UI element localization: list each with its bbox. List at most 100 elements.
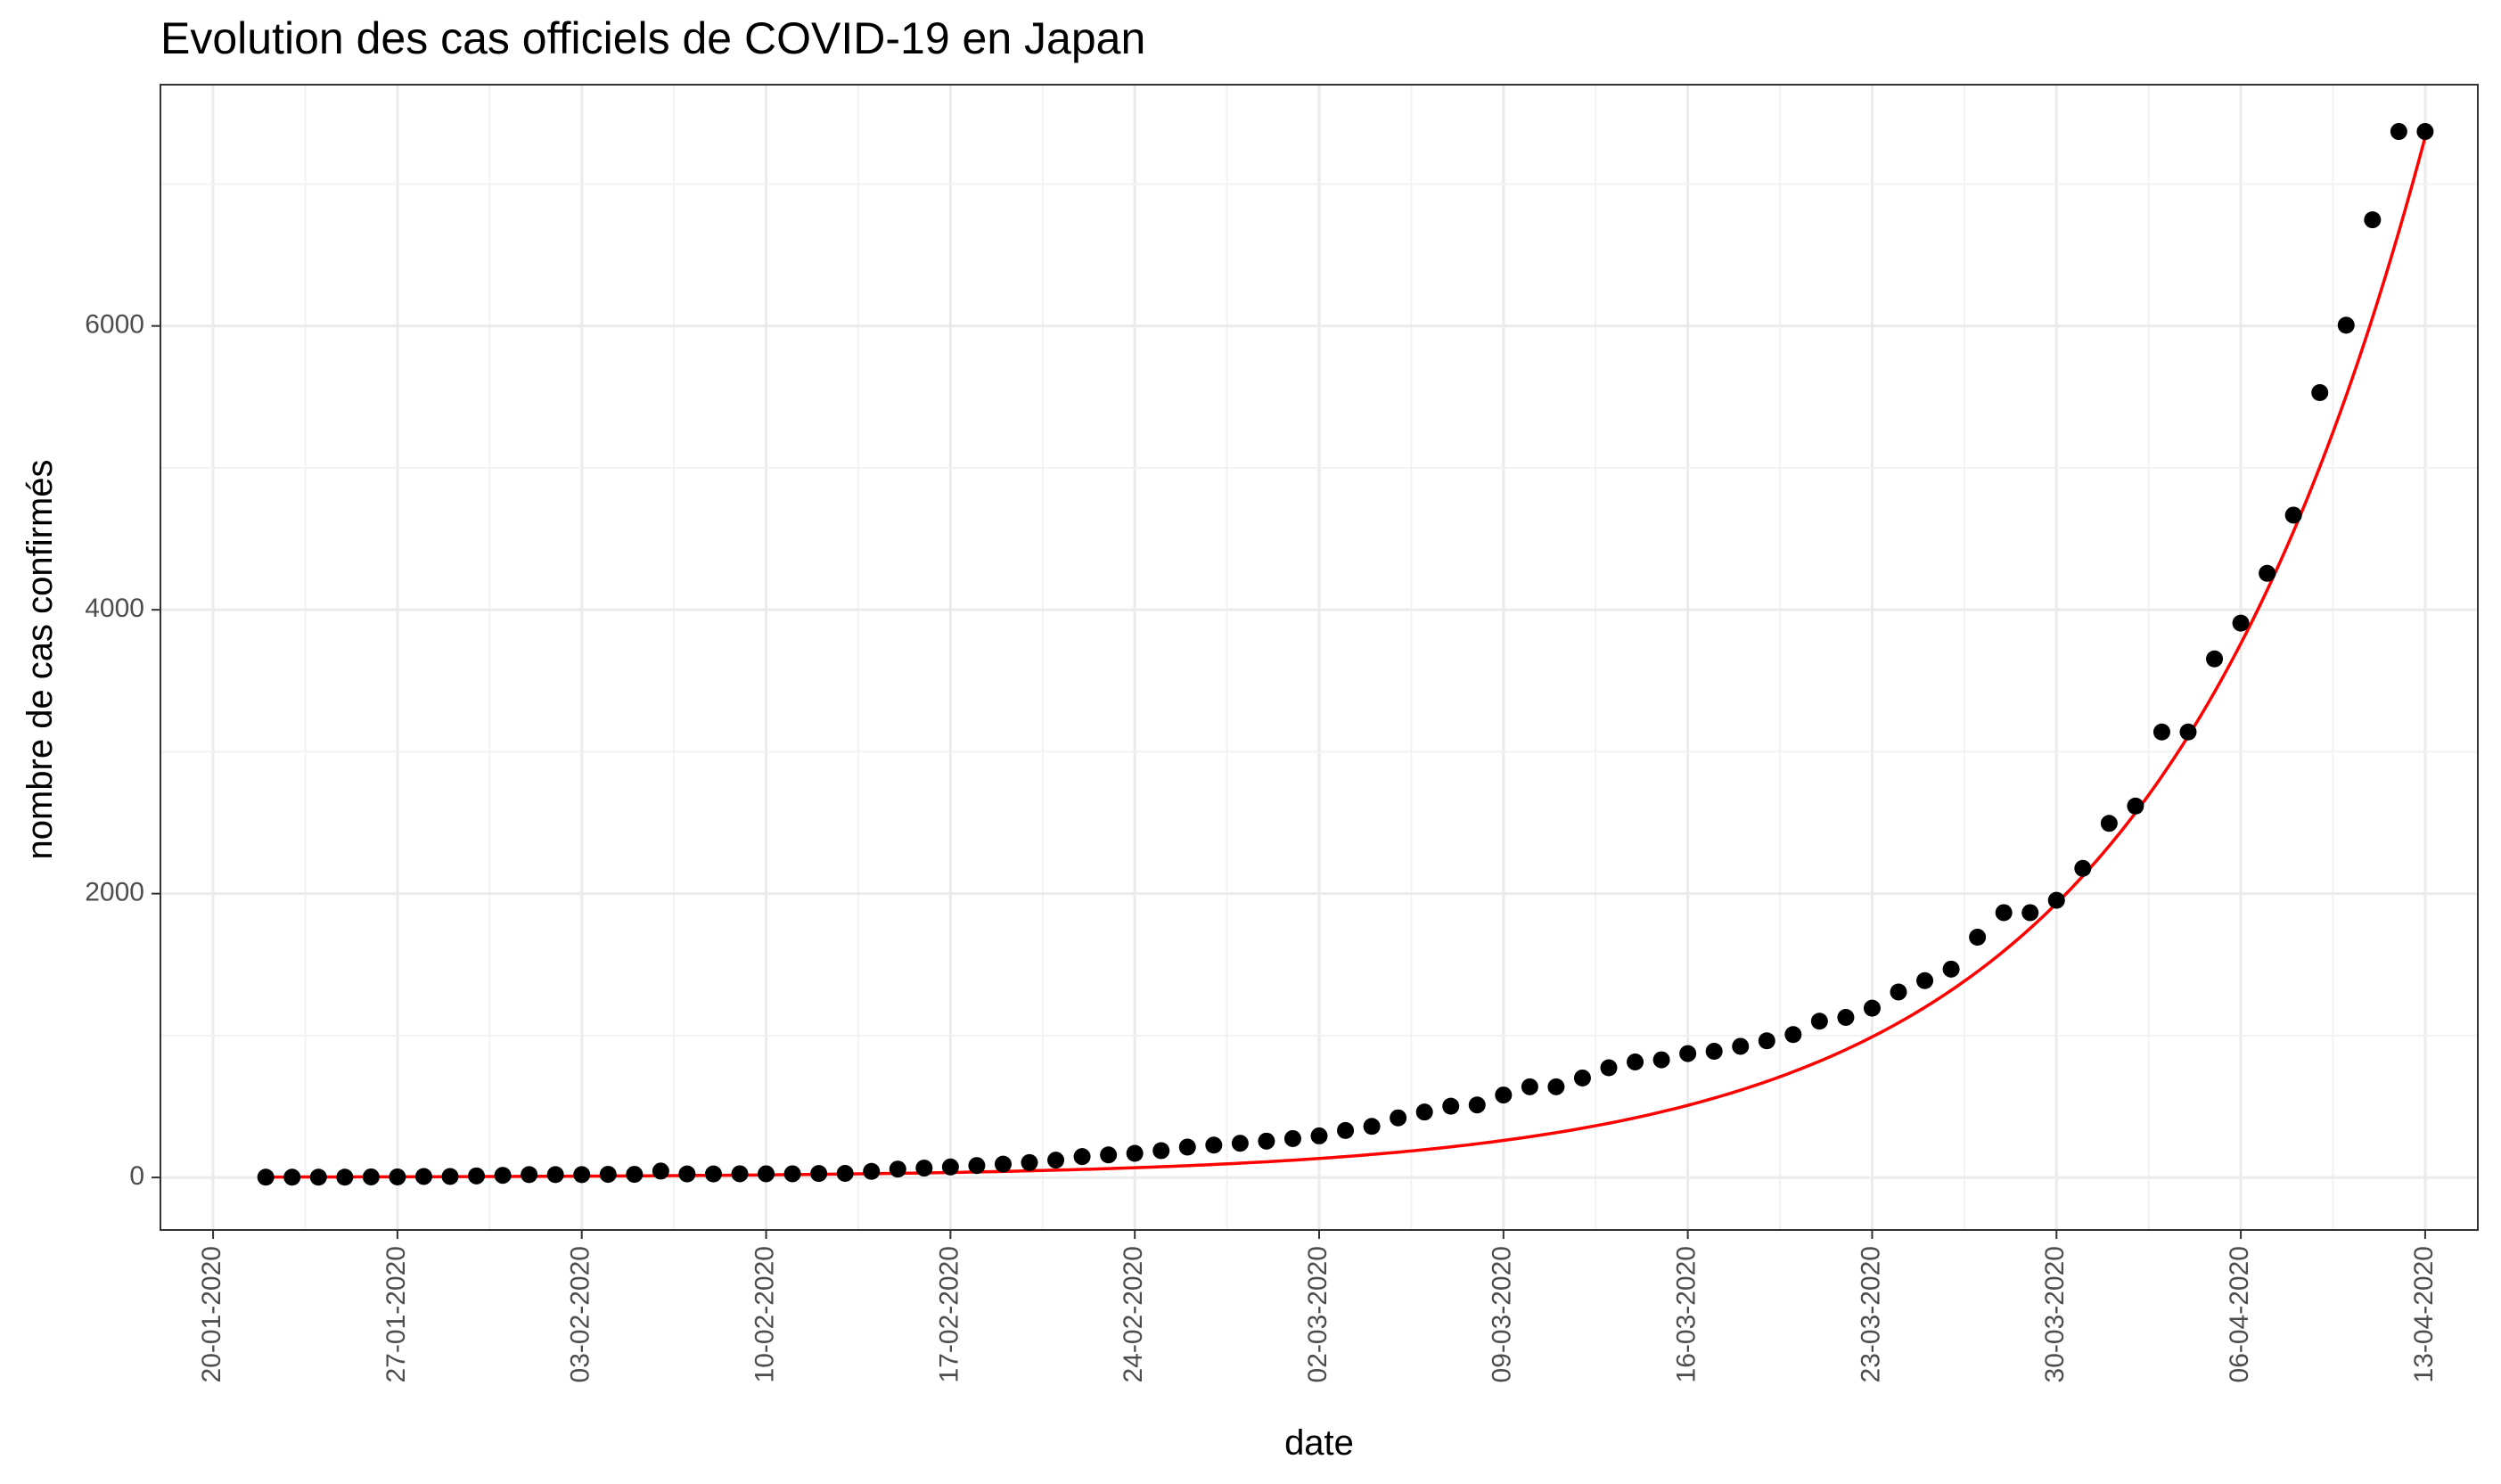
data-point bbox=[2152, 723, 2170, 741]
data-point bbox=[1784, 1026, 1802, 1044]
data-point bbox=[2259, 564, 2276, 582]
y-axis-title: nombre de cas confirmés bbox=[20, 459, 60, 859]
data-point bbox=[1100, 1146, 1118, 1164]
x-tick-label: 10-02-2020 bbox=[750, 1246, 779, 1382]
data-point bbox=[1390, 1109, 1407, 1127]
data-point bbox=[1495, 1086, 1513, 1104]
data-point bbox=[889, 1160, 906, 1178]
data-point bbox=[2127, 797, 2144, 815]
x-tick-label: 30-03-2020 bbox=[2040, 1246, 2070, 1382]
data-point bbox=[2074, 859, 2092, 877]
data-point bbox=[836, 1164, 854, 1182]
x-tick-label: 20-01-2020 bbox=[197, 1246, 226, 1382]
data-point bbox=[1837, 1008, 1855, 1026]
data-point bbox=[414, 1168, 432, 1185]
chart-title: Evolution des cas officiels de COVID-19 … bbox=[160, 13, 1145, 63]
data-point bbox=[257, 1168, 275, 1186]
data-point bbox=[1152, 1142, 1170, 1160]
x-tick-label: 27-01-2020 bbox=[381, 1246, 411, 1382]
x-tick-label: 06-04-2020 bbox=[2225, 1246, 2254, 1382]
data-point bbox=[599, 1166, 617, 1184]
x-tick-label: 09-03-2020 bbox=[1488, 1246, 1517, 1382]
x-tick-label: 13-04-2020 bbox=[2409, 1246, 2439, 1382]
fit-curve bbox=[266, 136, 2427, 1179]
data-point bbox=[2179, 723, 2197, 741]
data-point bbox=[2364, 211, 2382, 229]
data-point bbox=[2232, 614, 2250, 632]
data-point bbox=[1258, 1132, 1275, 1150]
data-point bbox=[546, 1166, 564, 1184]
data-point bbox=[1810, 1013, 1828, 1030]
data-point bbox=[704, 1165, 722, 1183]
data-point bbox=[1916, 972, 1934, 989]
x-tick-label: 17-02-2020 bbox=[934, 1246, 964, 1382]
grid bbox=[160, 85, 2478, 1230]
data-point bbox=[1732, 1037, 1750, 1055]
y-tick-label: 2000 bbox=[85, 878, 144, 907]
x-axis: 20-01-2020 27-01-2020 03-02-2020 10-02-2020… bbox=[197, 1230, 2439, 1382]
data-point bbox=[1205, 1136, 1223, 1154]
data-point bbox=[1705, 1043, 1723, 1061]
data-point bbox=[1652, 1051, 1670, 1069]
data-point bbox=[1021, 1153, 1038, 1171]
data-point bbox=[362, 1168, 380, 1185]
data-point bbox=[1178, 1138, 1196, 1156]
data-point bbox=[994, 1155, 1012, 1173]
data-point bbox=[915, 1160, 933, 1177]
data-point bbox=[309, 1168, 327, 1186]
data-point bbox=[863, 1162, 881, 1180]
data-point bbox=[441, 1168, 459, 1185]
y-axis: 0 2000 4000 6000 bbox=[85, 310, 160, 1191]
data-point bbox=[1442, 1097, 1460, 1115]
data-point bbox=[336, 1168, 354, 1186]
data-point bbox=[1310, 1127, 1328, 1144]
data-point bbox=[1126, 1144, 1144, 1162]
data-point bbox=[941, 1158, 959, 1176]
data-point bbox=[2021, 904, 2039, 922]
data-point bbox=[2416, 123, 2434, 141]
data-point bbox=[1231, 1135, 1249, 1152]
data-point bbox=[2337, 316, 2355, 334]
x-tick-label: 24-02-2020 bbox=[1119, 1246, 1148, 1382]
data-point bbox=[968, 1157, 986, 1175]
data-point bbox=[1337, 1121, 1355, 1139]
data-point bbox=[468, 1167, 486, 1185]
data-point bbox=[1600, 1059, 1618, 1077]
data-point bbox=[1521, 1078, 1538, 1095]
data-point bbox=[2047, 891, 2065, 909]
data-point bbox=[2206, 650, 2224, 668]
data-point bbox=[1073, 1148, 1091, 1166]
x-tick-label: 23-03-2020 bbox=[1856, 1246, 1885, 1382]
data-point bbox=[1047, 1152, 1065, 1169]
data-point bbox=[2390, 123, 2407, 141]
data-point bbox=[283, 1168, 301, 1186]
x-tick-label: 16-03-2020 bbox=[1672, 1246, 1702, 1382]
data-point bbox=[1573, 1069, 1591, 1086]
y-tick-label: 4000 bbox=[85, 594, 144, 623]
data-point bbox=[494, 1167, 512, 1185]
x-tick-label: 02-03-2020 bbox=[1303, 1246, 1332, 1382]
data-point bbox=[810, 1165, 828, 1183]
x-tick-label: 03-02-2020 bbox=[566, 1246, 595, 1382]
data-point bbox=[1969, 929, 1987, 946]
data-point bbox=[1942, 960, 1960, 978]
data-point bbox=[652, 1162, 669, 1180]
data-point bbox=[1283, 1129, 1301, 1147]
data-point bbox=[678, 1165, 696, 1183]
data-point bbox=[731, 1165, 749, 1183]
fit-line bbox=[266, 136, 2427, 1179]
data-point bbox=[758, 1165, 775, 1183]
data-point bbox=[1547, 1078, 1565, 1095]
data-point bbox=[1415, 1103, 1433, 1121]
data-point bbox=[1627, 1053, 1644, 1070]
y-tick-label: 6000 bbox=[85, 310, 144, 340]
data-point bbox=[1890, 983, 1907, 1001]
data-point bbox=[2311, 384, 2329, 402]
data-point bbox=[1995, 904, 2013, 922]
data-point bbox=[389, 1168, 406, 1185]
data-point bbox=[1679, 1045, 1697, 1062]
points bbox=[257, 123, 2434, 1186]
x-axis-title: date bbox=[1284, 1423, 1354, 1463]
data-point bbox=[2284, 506, 2302, 524]
